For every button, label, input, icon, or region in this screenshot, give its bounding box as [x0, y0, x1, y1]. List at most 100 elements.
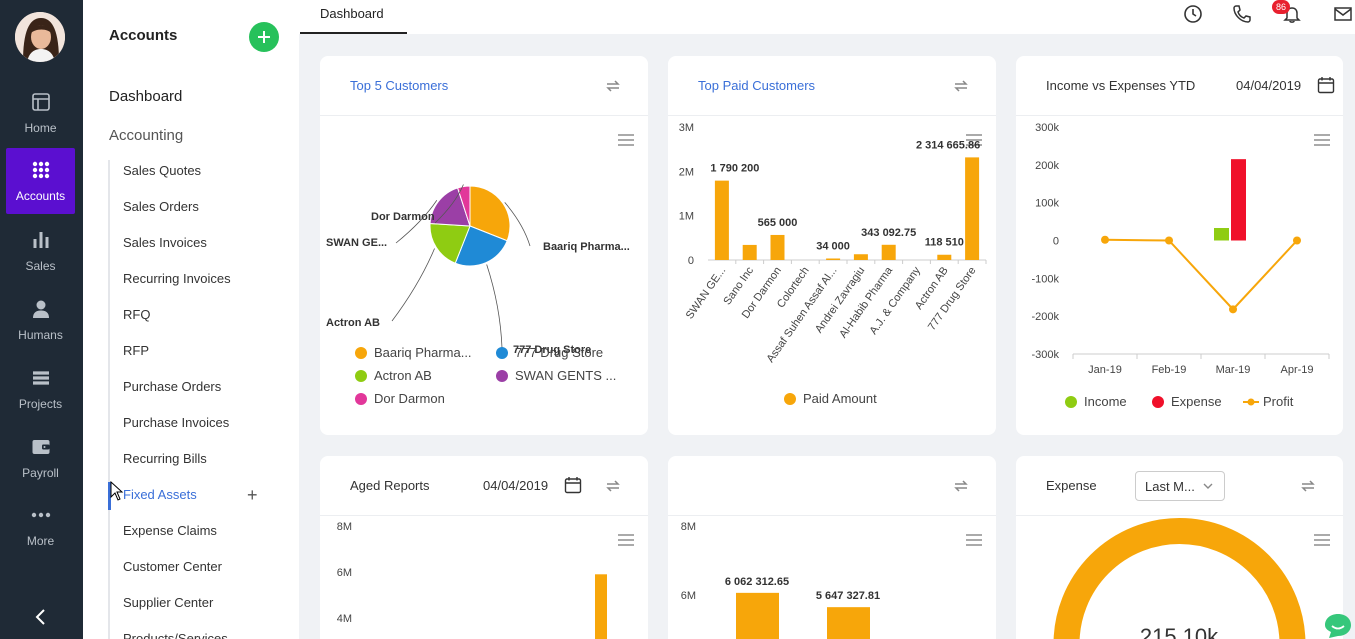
- mail-icon[interactable]: [1332, 3, 1354, 25]
- card-header: Top 5 Customers: [320, 56, 648, 116]
- sidebar-item-sales-orders[interactable]: Sales Orders: [123, 189, 231, 225]
- sidebar-item-sales-invoices[interactable]: Sales Invoices: [123, 225, 231, 261]
- period-select[interactable]: Last M...: [1135, 471, 1225, 501]
- sidebar-item-products-services[interactable]: Products/Services: [123, 621, 231, 639]
- pie-slice-actron-ab[interactable]: [429, 222, 471, 264]
- bar-actron-ab[interactable]: [937, 254, 952, 260]
- y-tick-label: 6M: [681, 590, 696, 602]
- legend-item-profit[interactable]: Profit: [1243, 394, 1293, 409]
- bar-777-drug-store[interactable]: [965, 157, 980, 260]
- sidebar-item-purchase-orders[interactable]: Purchase Orders: [123, 369, 231, 405]
- sidebar-item-dashboard[interactable]: Dashboard: [109, 88, 183, 105]
- legend-label: 777 Drug Store: [515, 345, 604, 360]
- refresh-icon[interactable]: [951, 476, 971, 496]
- sidebar-active-indicator: [108, 482, 111, 510]
- rail-item-projects[interactable]: Projects: [6, 356, 75, 422]
- avatar[interactable]: [15, 12, 65, 62]
- legend-item-baariq-pharma[interactable]: Baariq Pharma...: [355, 345, 472, 360]
- hamburger-menu-icon[interactable]: [965, 533, 983, 547]
- profit-point-mar-19[interactable]: [1229, 305, 1237, 314]
- rail-item-label: More: [26, 534, 55, 548]
- sidebar-item-accounting[interactable]: Accounting: [109, 127, 184, 144]
- y-tick-label: 0: [688, 255, 694, 267]
- date-value[interactable]: 04/04/2019: [1236, 78, 1302, 93]
- bar-al-habib-pharma[interactable]: [881, 244, 896, 260]
- rail-item-sales[interactable]: Sales: [6, 218, 75, 284]
- pie-slice-777-drug-store[interactable]: [454, 225, 508, 267]
- card-title[interactable]: Top Paid Customers: [698, 78, 816, 93]
- rail-item-accounts[interactable]: Accounts: [6, 148, 75, 214]
- sidebar-item-purchase-invoices[interactable]: Purchase Invoices: [123, 405, 231, 441]
- sidebar-item-label: Customer Center: [123, 559, 222, 574]
- bar-sano-inc[interactable]: [742, 244, 757, 260]
- sidebar-item-rfp[interactable]: RFP: [123, 333, 231, 369]
- income-bar-mar-19[interactable]: [1214, 228, 1229, 241]
- aged-bar[interactable]: [595, 574, 607, 639]
- expense-bar-mar-19[interactable]: [1231, 159, 1246, 241]
- rail-item-home[interactable]: Home: [6, 80, 75, 146]
- chat-icon[interactable]: [1323, 611, 1353, 639]
- card-income-vs-expenses: Income vs Expenses YTD 04/04/2019 -300k -…: [1016, 56, 1343, 435]
- profit-point-feb-19[interactable]: [1165, 236, 1173, 245]
- refresh-icon[interactable]: [1298, 476, 1318, 496]
- calendar-icon[interactable]: [564, 476, 582, 494]
- bar-dor-darmon[interactable]: [770, 234, 785, 260]
- hamburger-menu-icon[interactable]: [1313, 133, 1331, 147]
- balance-bar-0[interactable]: [736, 592, 779, 639]
- sidebar-item-supplier-center[interactable]: Supplier Center: [123, 585, 231, 621]
- rail-item-more[interactable]: More: [6, 493, 75, 559]
- add-fixed-asset-button[interactable]: +: [247, 485, 258, 505]
- phone-icon[interactable]: [1231, 3, 1253, 25]
- balance-bar-1[interactable]: [827, 607, 870, 639]
- legend-item-actron-ab[interactable]: Actron AB: [355, 368, 432, 383]
- sidebar-item-rfq[interactable]: RFQ: [123, 297, 231, 333]
- hamburger-menu-icon[interactable]: [617, 133, 635, 147]
- bar-swan-ge[interactable]: [714, 180, 729, 260]
- sidebar-item-recurring-bills[interactable]: Recurring Bills: [123, 441, 231, 477]
- profit-point-jan-19[interactable]: [1101, 235, 1109, 244]
- collapse-chevron-icon[interactable]: [28, 602, 54, 632]
- legend-item-swan-gents[interactable]: SWAN GENTS ...: [496, 368, 616, 383]
- calendar-icon[interactable]: [1317, 76, 1335, 94]
- add-button[interactable]: [249, 22, 279, 52]
- expense-donut-arc: [1053, 518, 1306, 639]
- sidebar-item-customer-center[interactable]: Customer Center: [123, 549, 231, 585]
- profit-point-apr-19[interactable]: [1293, 236, 1301, 245]
- sidebar-item-label: Purchase Orders: [123, 379, 222, 394]
- pie-slice-baariq-pharma[interactable]: [469, 185, 511, 242]
- bar-andrei-zavragiu[interactable]: [853, 254, 868, 260]
- hamburger-menu-icon[interactable]: [617, 533, 635, 547]
- sidebar-item-sales-quotes[interactable]: Sales Quotes: [123, 153, 231, 189]
- x-tick-label: Mar-19: [1216, 364, 1251, 376]
- bar-assaf-suhen-assaf-al[interactable]: [826, 258, 841, 260]
- hamburger-menu-icon[interactable]: [1313, 533, 1331, 547]
- refresh-icon[interactable]: [951, 76, 971, 96]
- refresh-icon[interactable]: [603, 476, 623, 496]
- y-tick-label: -100k: [1031, 273, 1059, 285]
- refresh-icon[interactable]: [603, 76, 623, 96]
- legend-item-paid-amount[interactable]: Paid Amount: [784, 391, 877, 406]
- legend-item-income[interactable]: Income: [1065, 394, 1127, 409]
- pie-slice-dor-darmon[interactable]: [457, 185, 471, 227]
- sidebar-item-fixed-assets[interactable]: Fixed Assets +: [123, 477, 258, 513]
- tab-dashboard[interactable]: Dashboard: [300, 0, 407, 34]
- sidebar-item-expense-claims[interactable]: Expense Claims: [123, 513, 231, 549]
- left-rail: Home Accounts Sales Humans Projects Payroll Mo…: [0, 0, 83, 639]
- legend-item-777-drug-store[interactable]: 777 Drug Store: [496, 345, 603, 360]
- y-tick-label: 3M: [679, 122, 694, 134]
- sidebar-item-recurring-invoices[interactable]: Recurring Invoices: [123, 261, 231, 297]
- pie-label: 777 Drug Store: [513, 344, 591, 356]
- card-aged-reports: Aged Reports 04/04/2019 4M 6M 8M: [320, 456, 648, 639]
- date-value[interactable]: 04/04/2019: [483, 478, 549, 493]
- legend-item-dor-darmon[interactable]: Dor Darmon: [355, 391, 445, 406]
- aged-reports-chart: 4M 6M 8M: [337, 521, 607, 639]
- card-title[interactable]: Top 5 Customers: [350, 78, 449, 93]
- rail-item-payroll[interactable]: Payroll: [6, 425, 75, 491]
- accounts-sidebar: Accounts Dashboard Accounting Sales Quot…: [83, 0, 299, 639]
- rail-item-humans[interactable]: Humans: [6, 287, 75, 353]
- clock-icon[interactable]: [1182, 3, 1204, 25]
- hamburger-menu-icon[interactable]: [965, 133, 983, 147]
- legend-item-expense[interactable]: Expense: [1152, 394, 1222, 409]
- sidebar-title: Accounts: [109, 27, 178, 44]
- rail-item-label: Payroll: [22, 466, 59, 480]
